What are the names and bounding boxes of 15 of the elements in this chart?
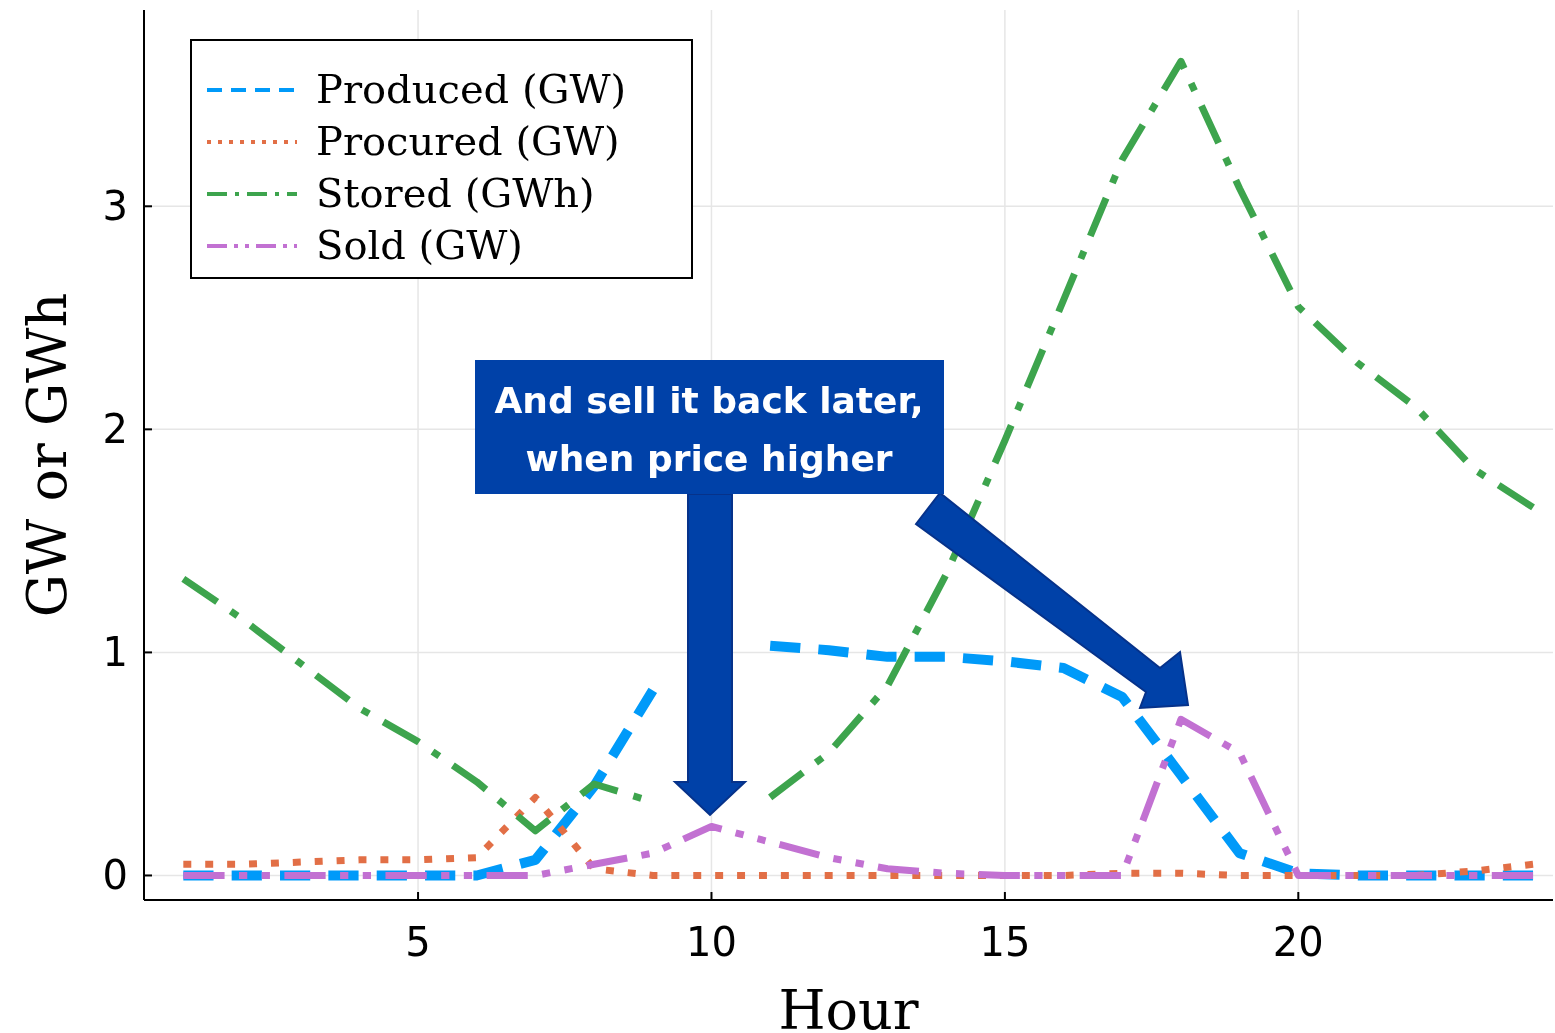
y-tick-label: 0 xyxy=(102,852,128,899)
x-tick-label: 20 xyxy=(1272,919,1324,965)
legend-label: Sold (GW) xyxy=(316,222,523,268)
x-axis-title: Hour xyxy=(778,979,919,1033)
x-tick-label: 5 xyxy=(405,919,431,965)
y-tick-label: 3 xyxy=(102,183,128,230)
x-tick-label: 10 xyxy=(686,919,737,965)
y-tick-label: 1 xyxy=(102,629,128,676)
legend-label: Produced (GW) xyxy=(316,66,627,112)
x-tick-label: 15 xyxy=(979,919,1031,965)
y-axis-title: GW or GWh xyxy=(16,292,79,618)
y-tick-label: 2 xyxy=(102,406,128,453)
legend-label: Stored (GWh) xyxy=(316,170,595,216)
legend-label: Procured (GW) xyxy=(316,118,620,164)
annotation: And sell it back later, when price higher xyxy=(494,380,924,479)
